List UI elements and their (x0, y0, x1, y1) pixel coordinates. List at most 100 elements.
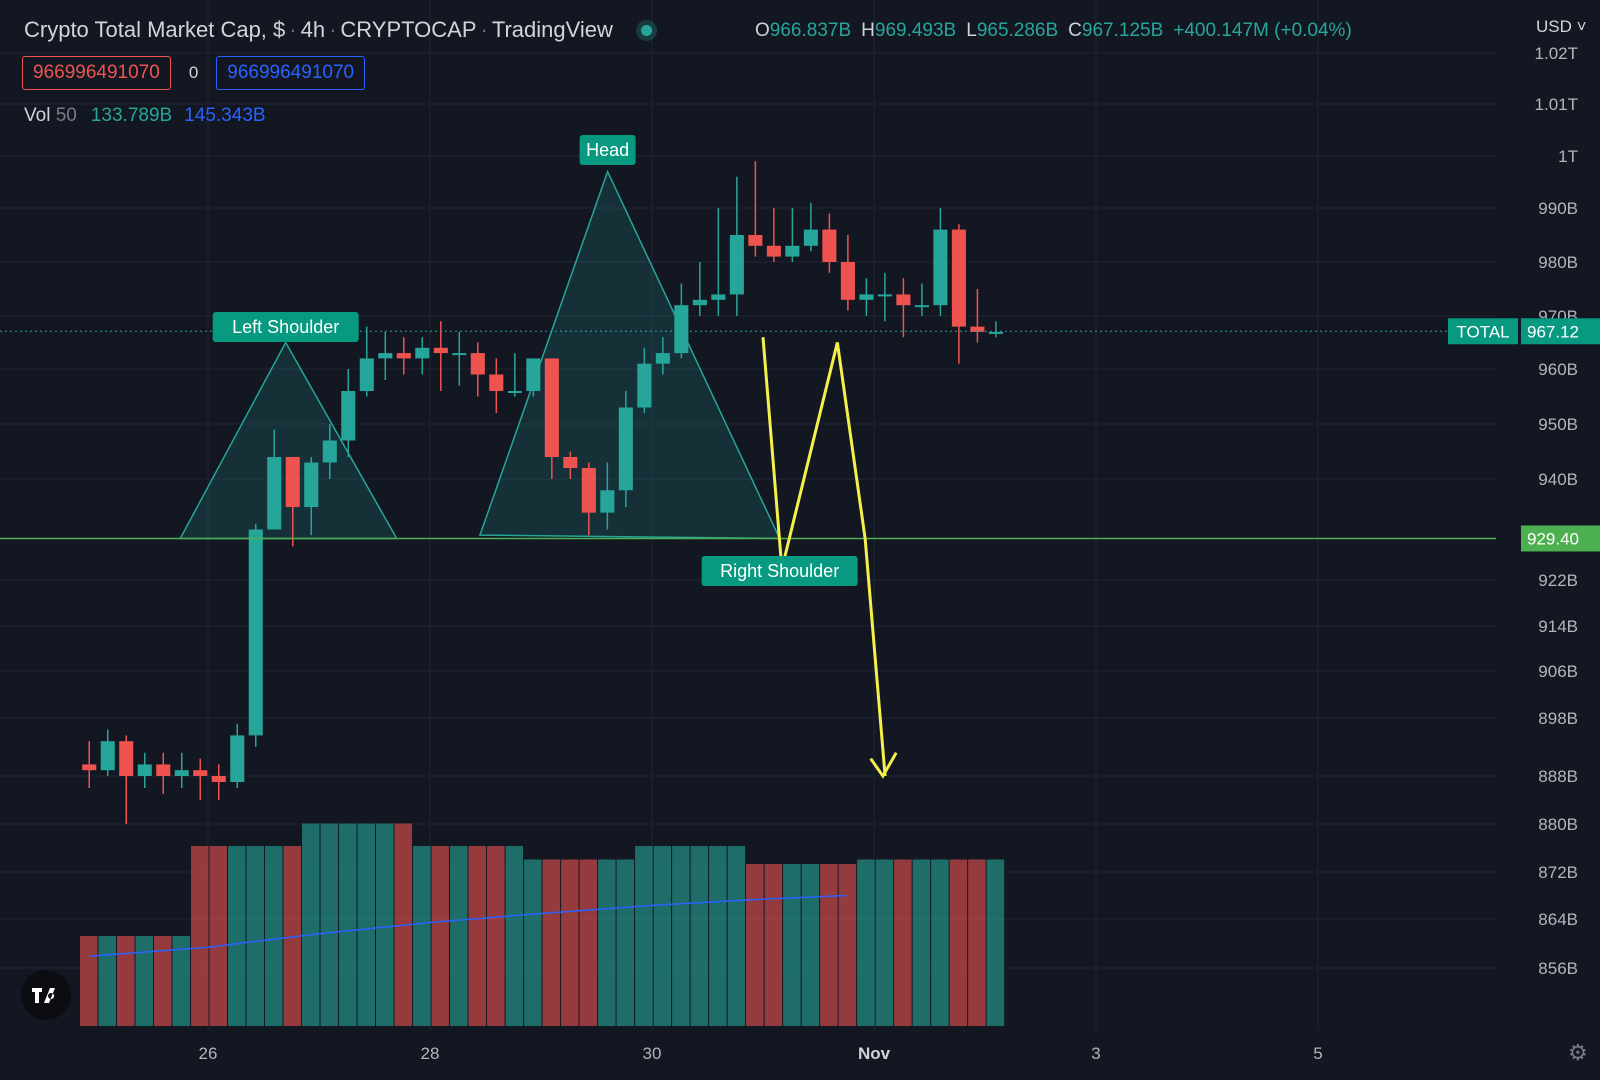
currency-selector[interactable]: USD ˅ (1536, 17, 1587, 37)
volume-bar (579, 859, 598, 1026)
candle-body (951, 229, 966, 327)
y-tick-label: 1.01T (1535, 95, 1578, 114)
current-price-badge (1521, 318, 1600, 345)
buy-button[interactable]: 966996491070 (216, 56, 366, 90)
high-key: H (861, 20, 875, 41)
y-tick-label: 872B (1538, 863, 1578, 882)
candle-body (637, 363, 652, 408)
low-value: 965.286B (976, 20, 1059, 41)
volume-bar (172, 936, 191, 1026)
support-price-badge (1521, 525, 1600, 552)
candle-body (489, 374, 504, 391)
candle-body (711, 294, 726, 300)
volume-bars (79, 823, 1005, 1026)
candle-body (415, 347, 430, 359)
volume-bar (228, 846, 246, 1026)
candle-body (230, 735, 245, 782)
left-shoulder-label: Left Shoulder (232, 317, 339, 337)
candlesticks (82, 161, 1003, 824)
candle-body (267, 457, 282, 530)
candle-body (914, 305, 929, 308)
volume-bar (709, 846, 727, 1026)
volume-bar (764, 864, 783, 1026)
candle-body (859, 294, 874, 300)
candle-body (655, 353, 670, 364)
candle-body (507, 391, 522, 393)
volume-bar (635, 846, 653, 1026)
x-tick-label: 26 (199, 1044, 218, 1063)
volume-bar (209, 846, 228, 1026)
x-tick-label: 28 (421, 1044, 440, 1063)
volume-bar (986, 859, 1005, 1026)
close-key: C (1068, 20, 1082, 41)
volume-bar (283, 846, 302, 1026)
candle-body (119, 741, 134, 776)
candle-body (193, 770, 208, 776)
y-tick-label: 1.02T (1535, 44, 1578, 63)
volume-bar (357, 823, 376, 1026)
candle-body (452, 353, 467, 356)
y-tick-label: 856B (1538, 959, 1578, 978)
candle-body (600, 490, 615, 513)
y-tick-label: 1T (1558, 147, 1578, 166)
open-key: O (755, 20, 770, 41)
candle-body (785, 245, 800, 257)
market-status-icon[interactable] (640, 24, 652, 36)
candle-body (396, 353, 411, 359)
volume-bar (191, 846, 209, 1026)
price-levels (0, 330, 1496, 540)
candle-body (840, 262, 855, 300)
volume-ma-line (89, 894, 847, 957)
y-tick-label: 906B (1538, 662, 1578, 681)
y-tick-label: 950B (1538, 415, 1578, 434)
volume-bar (153, 936, 172, 1026)
y-tick-label: 990B (1538, 199, 1578, 218)
y-tick-label: 888B (1538, 767, 1578, 786)
gear-icon[interactable]: ⚙ (1568, 1040, 1588, 1065)
head-label-bg (579, 135, 636, 165)
volume-length: 50 (55, 105, 77, 126)
volume-bar (376, 823, 394, 1026)
support-price-value: 929.40 (1527, 529, 1579, 548)
volume-bar (801, 864, 820, 1026)
close-value: 967.125B (1081, 20, 1164, 41)
y-tick-label: 898B (1538, 709, 1578, 728)
candle-body (433, 347, 448, 354)
volume-bar (727, 846, 746, 1026)
pattern-labels: Head Left Shoulder Right Shoulder (212, 135, 858, 586)
volume-bar (746, 864, 764, 1026)
candle-body (211, 776, 226, 782)
volume-legend[interactable]: Vol 50 133.789B 145.343B (24, 105, 266, 127)
source-label: TradingView (491, 17, 613, 42)
candle-body (322, 440, 337, 463)
candle-body (156, 764, 171, 776)
volume-bar (968, 859, 986, 1026)
volume-bar (79, 936, 98, 1026)
projection-line (761, 337, 887, 777)
candle-body (544, 358, 559, 457)
volume-bar (135, 936, 153, 1026)
x-tick-label: 30 (643, 1044, 662, 1063)
volume-bar (783, 864, 801, 1026)
candle-body (526, 358, 541, 391)
tradingview-logo-icon[interactable] (21, 970, 71, 1020)
spread-value: 0 (188, 63, 199, 82)
sell-button[interactable]: 966996491070 (22, 56, 171, 90)
total-badge-bg (1448, 318, 1518, 345)
volume-bar (116, 936, 135, 1026)
volume-bar (561, 859, 579, 1026)
candle-body (341, 391, 356, 441)
candle-body (100, 741, 115, 771)
volume-bar (875, 859, 894, 1026)
symbol-title[interactable]: Crypto Total Market Cap, $ (24, 17, 286, 42)
interval-label[interactable]: 4h (300, 17, 326, 42)
candle-body (359, 358, 374, 391)
candle-body (470, 353, 485, 375)
volume-bar (672, 846, 690, 1026)
candle-body (82, 764, 97, 771)
volume-bar (505, 846, 524, 1026)
volume-value: 133.789B (90, 105, 173, 126)
right-shoulder-label-bg (701, 556, 858, 586)
volume-bar (302, 823, 320, 1026)
